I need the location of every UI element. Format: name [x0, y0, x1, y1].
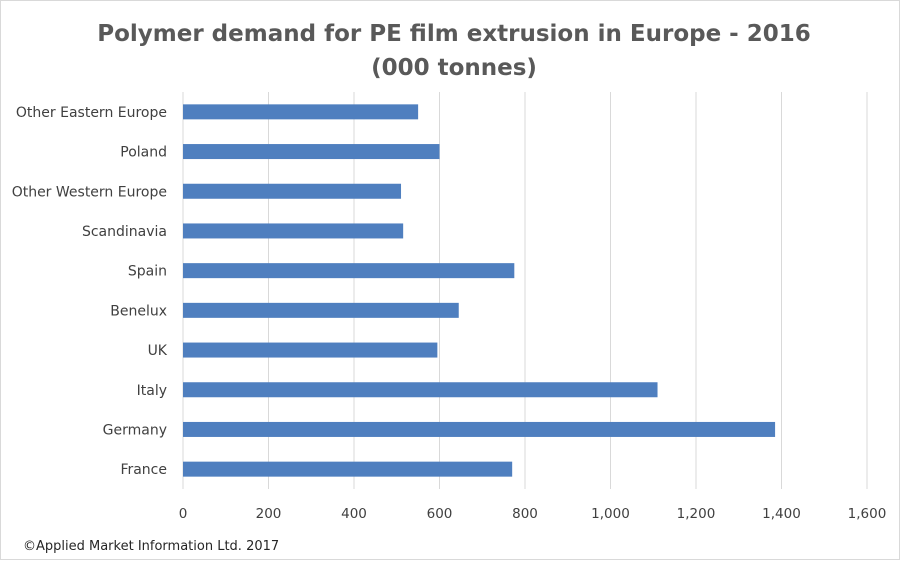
x-tick-label: 800	[512, 506, 538, 522]
category-label: Poland	[120, 145, 167, 161]
bar	[183, 223, 404, 239]
bar	[183, 421, 776, 437]
chart-title-line1: Polymer demand for PE film extrusion in …	[97, 21, 811, 47]
copyright-notice: ©Applied Market Information Ltd. 2017	[23, 539, 280, 554]
bar	[183, 302, 459, 318]
x-tick-label: 1,000	[591, 506, 630, 522]
bar	[183, 342, 438, 358]
bar	[183, 263, 515, 279]
x-tick-label: 1,200	[677, 506, 716, 522]
bar	[183, 183, 402, 199]
category-label: Italy	[137, 383, 167, 399]
x-tick-label: 200	[256, 506, 282, 522]
category-label: UK	[148, 343, 168, 359]
category-label: Other Western Europe	[12, 184, 167, 200]
x-tick-label: 0	[179, 506, 188, 522]
category-label: Germany	[103, 422, 167, 438]
category-label: France	[120, 462, 167, 478]
x-tick-label: 600	[427, 506, 453, 522]
x-tick-labels: 0 200 400 600 800 1,000 1,200 1,400 1,600	[179, 506, 887, 522]
bar	[183, 144, 440, 160]
bar	[183, 461, 513, 477]
category-label: Benelux	[110, 303, 167, 319]
x-tick-label: 1,400	[762, 506, 801, 522]
category-label: Spain	[128, 264, 167, 280]
bar	[183, 382, 658, 398]
bars	[183, 104, 776, 477]
chart-title-line2: (000 tonnes)	[371, 55, 537, 81]
category-labels: Other Eastern Europe Poland Other Western …	[12, 105, 168, 478]
x-tick-label: 1,600	[848, 506, 887, 522]
bar	[183, 104, 419, 120]
x-tick-label: 400	[341, 506, 367, 522]
category-label: Scandinavia	[82, 224, 167, 240]
category-label: Other Eastern Europe	[16, 105, 167, 121]
